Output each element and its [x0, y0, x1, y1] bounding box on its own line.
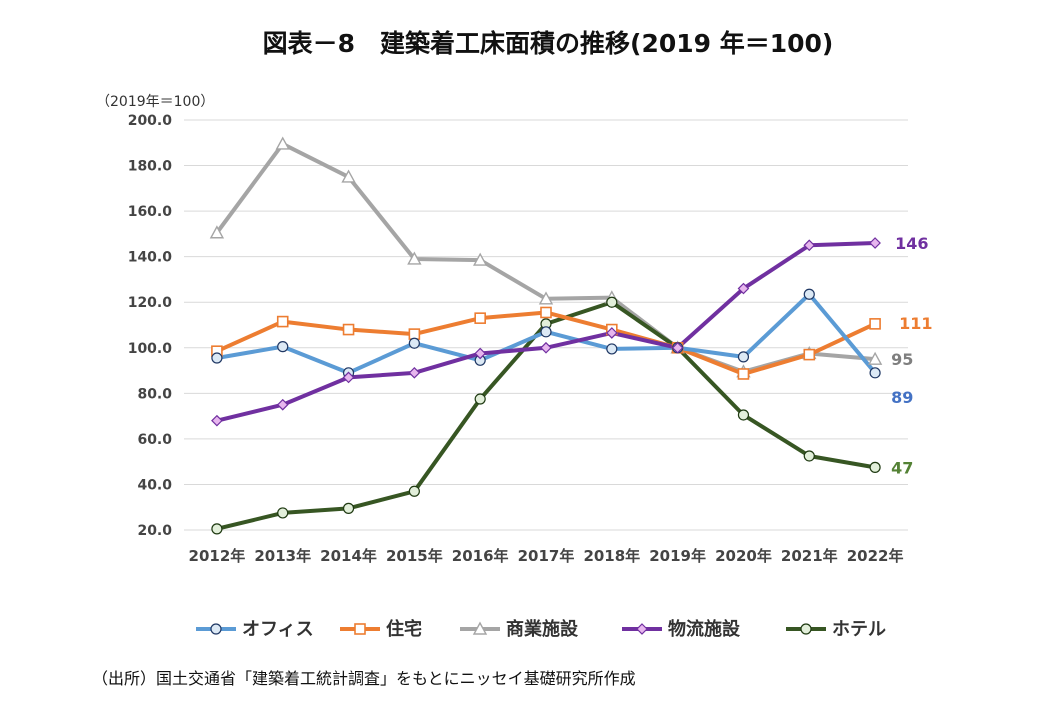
data-point [803, 348, 816, 361]
data-point [869, 461, 881, 473]
data-point [408, 366, 421, 379]
unit-label: （2019年＝100） [96, 94, 214, 110]
y-tick-label: 80.0 [137, 386, 172, 402]
series-end-label: 47 [891, 458, 913, 477]
data-point [277, 507, 289, 519]
data-point [538, 291, 554, 305]
data-point [342, 502, 355, 514]
data-point [867, 351, 883, 365]
series-group [209, 136, 883, 535]
data-point [737, 409, 750, 421]
legend: オフィス 住宅 商業施設 物流施設 ホテル [196, 618, 886, 640]
data-point [211, 352, 223, 364]
data-point [540, 326, 552, 338]
data-point [606, 343, 618, 355]
data-point [276, 315, 289, 328]
data-point [869, 367, 881, 379]
data-point [540, 341, 552, 354]
x-category-label: 2022年 [847, 547, 904, 565]
x-category-label: 2013年 [254, 547, 311, 565]
x-category-label: 2016年 [452, 547, 509, 565]
data-point [737, 368, 750, 380]
data-point [869, 318, 881, 330]
chart-title: 図表－8 建築着工床面積の推移(2019 年＝100) [263, 29, 834, 58]
source-note: （出所）国土交通省「建築着工統計調査」をもとにニッセイ基礎研究所作成 [92, 669, 636, 688]
y-tick-label: 100.0 [128, 341, 173, 357]
data-point [408, 337, 420, 349]
data-point [342, 323, 355, 336]
x-axis-categories: 2012年 2013年 2014年 2015年 2016年 2017年 2018年 2019年… [189, 547, 904, 565]
y-tick-label: 60.0 [137, 432, 172, 448]
data-point [671, 341, 684, 354]
data-point [473, 252, 488, 266]
end-labels: 89 111 95 146 47 [891, 234, 932, 477]
data-point [408, 328, 421, 340]
y-tick-label: 140.0 [128, 250, 173, 266]
legend-label: 物流施設 [668, 618, 741, 640]
series-end-label: 146 [895, 234, 928, 253]
legend-label: 住宅 [386, 618, 422, 640]
data-point [408, 485, 420, 497]
legend-marker [210, 623, 222, 635]
data-point [474, 393, 486, 405]
data-point [606, 296, 618, 308]
x-category-label: 2019年 [649, 547, 706, 565]
data-point [211, 414, 223, 427]
data-point [803, 239, 816, 252]
series-end-label: 95 [891, 350, 913, 369]
data-point [275, 136, 290, 150]
x-category-label: 2020年 [715, 547, 772, 565]
x-category-label: 2014年 [320, 547, 377, 565]
data-point [540, 306, 552, 319]
legend-label: ホテル [832, 619, 886, 640]
data-point [737, 351, 750, 363]
data-point [803, 450, 815, 462]
data-point [737, 282, 750, 295]
legend-label: 商業施設 [506, 618, 579, 640]
series-end-label: 89 [891, 388, 913, 407]
legend-marker [800, 623, 812, 635]
y-tick-label: 160.0 [128, 204, 173, 220]
data-point [474, 312, 486, 324]
data-point [211, 523, 223, 535]
legend-marker [354, 623, 366, 635]
y-tick-label: 180.0 [128, 159, 173, 175]
y-tick-label: 20.0 [137, 523, 172, 539]
x-category-label: 2018年 [583, 547, 640, 565]
y-axis-ticks: 200.0 180.0 160.0 140.0 120.0 100.0 80.0 60.0 40… [128, 113, 173, 539]
x-category-label: 2012年 [189, 547, 246, 565]
legend-marker [472, 621, 488, 635]
x-category-label: 2017年 [518, 547, 575, 565]
series-line [215, 141, 876, 374]
data-point [869, 237, 881, 249]
x-category-label: 2015年 [386, 547, 443, 565]
data-point [342, 371, 355, 384]
y-tick-label: 40.0 [137, 477, 172, 493]
data-point [605, 327, 618, 339]
y-tick-label: 200.0 [128, 113, 173, 129]
data-point [209, 225, 225, 239]
legend-marker [636, 623, 648, 635]
data-point [474, 347, 487, 360]
data-point [341, 169, 356, 183]
data-point [276, 398, 289, 411]
data-point [277, 341, 289, 353]
legend-label: オフィス [242, 619, 314, 640]
x-category-label: 2021年 [781, 547, 838, 565]
data-point [407, 251, 422, 265]
data-point [803, 288, 815, 300]
series-end-label: 111 [899, 314, 932, 333]
y-tick-label: 120.0 [128, 295, 173, 311]
